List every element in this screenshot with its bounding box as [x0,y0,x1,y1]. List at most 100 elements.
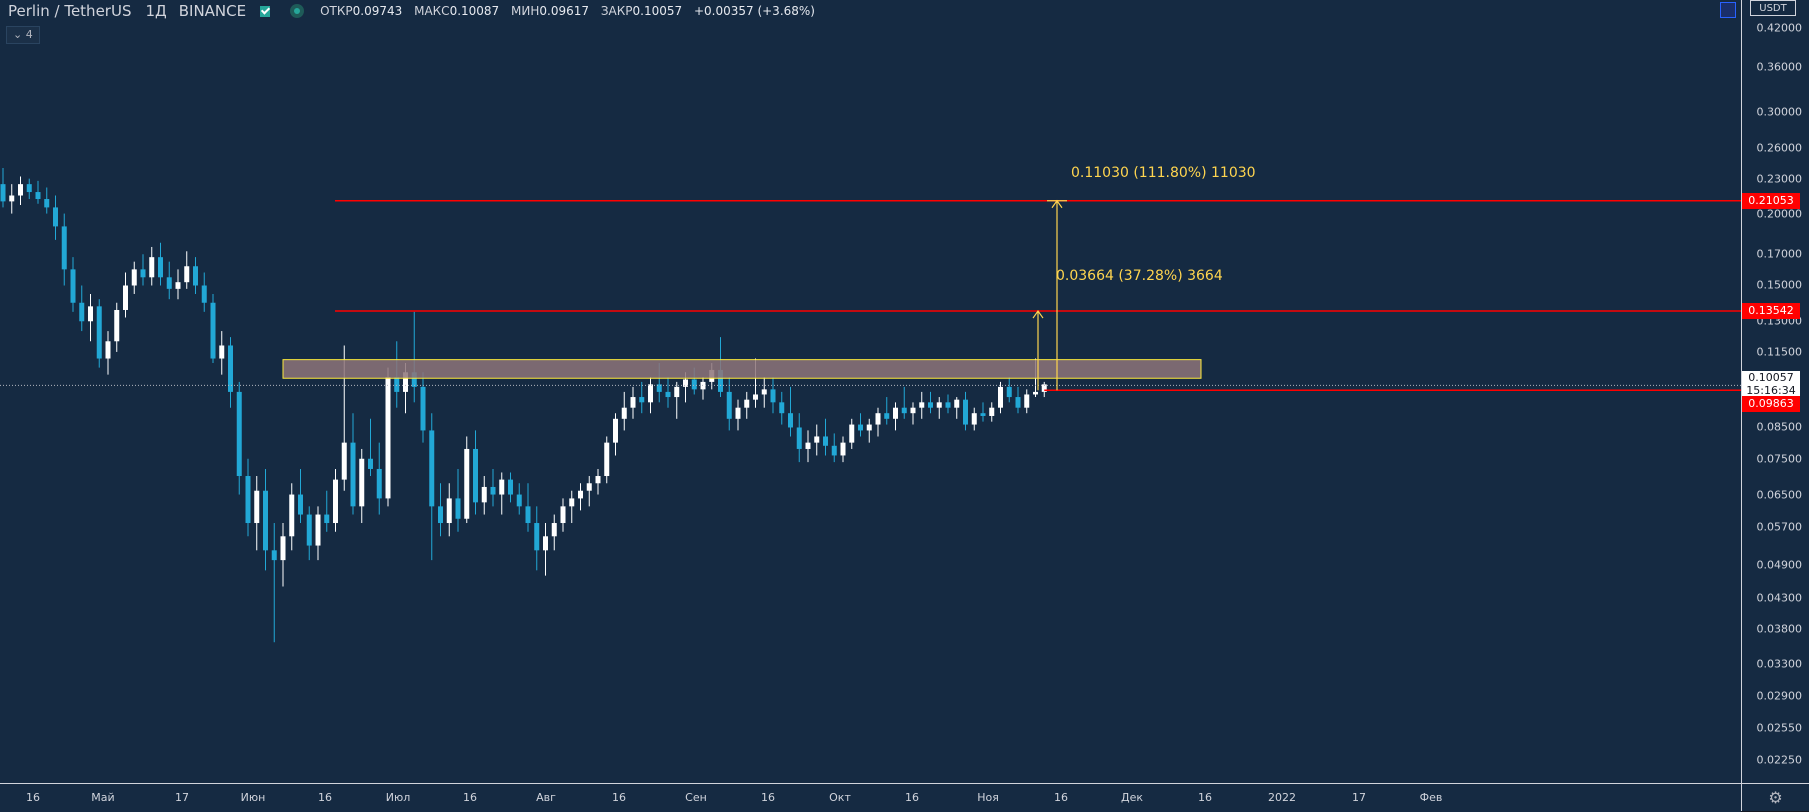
candle-body [166,277,172,289]
measure-arrow-lower-head [1032,310,1044,319]
candle-body [88,306,93,322]
candle-body [333,479,338,524]
candle-body [411,372,417,387]
candle-body [718,369,723,392]
candle-body [464,448,470,519]
price-tick-label: 0.04300 [1756,591,1803,605]
candle-body [1015,397,1021,408]
price-tick-label: 0.05700 [1756,520,1803,534]
candle-body [123,285,128,310]
candle-body [236,391,242,477]
candle-body [140,269,146,278]
currency-label[interactable]: USDT [1750,0,1796,16]
candle-body [796,427,802,449]
price-tick-label: 0.15000 [1756,278,1803,292]
candle-body [665,391,671,398]
time-tick-label: 17 [1352,791,1366,804]
price-tick-label: 0.02250 [1756,753,1803,767]
candle-body [936,402,942,408]
candle-body [446,498,452,524]
candle-body [184,266,190,283]
candle-body [604,442,610,477]
candle-body [613,418,618,443]
candle-body [499,479,505,495]
time-tick-label: 16 [761,791,775,804]
candle-body [26,184,32,193]
candle-body [53,207,58,227]
candle-body [893,407,898,419]
candle-body [735,407,741,419]
candle-body [1041,384,1047,392]
candle-body [385,377,391,499]
candle-body [131,269,137,286]
candle-body [779,402,785,414]
candle-body [44,199,50,208]
time-tick-label: Дек [1120,791,1144,804]
candle-body [280,536,286,561]
time-tick-label: Июн [240,791,266,804]
candle-body [726,391,732,419]
candle-body [753,394,758,400]
candle-body [963,399,968,425]
candle-body [306,514,312,546]
candle-body [359,458,365,507]
settings-gear-icon[interactable]: ⚙ [1741,783,1809,811]
candle-body [114,309,120,342]
high-label: МАКС [414,4,450,18]
price-tick-label: 0.36000 [1756,60,1803,74]
resistance-zone [282,359,1202,379]
price-tick-label: 0.02550 [1756,721,1803,735]
candle-body [341,442,347,480]
price-tick-label: 0.08500 [1756,420,1803,434]
time-tick-label: Ноя [977,791,999,804]
time-tick-label: 16 [318,791,332,804]
candle-body [954,399,960,408]
candle-body [210,302,216,359]
candle-body [271,550,277,561]
candle-body [534,523,540,551]
candle-body [368,458,373,469]
candle-body [315,514,321,546]
exchange-label: BINANCE [178,2,247,20]
low-value: 0.09617 [539,4,589,18]
time-tick-label: 17 [175,791,189,804]
candle-body [674,386,680,398]
candle-body [18,184,23,196]
change-value: +0.00357 (+3.68%) [693,4,815,18]
candle-body [245,476,251,524]
price-tick-label: 0.03300 [1756,657,1803,671]
candle-body [928,402,933,408]
candle-body [350,442,356,507]
candle-body [823,436,828,446]
price-tick-label: 0.30000 [1756,105,1803,119]
time-tick-label: 2022 [1268,791,1296,804]
legend-toggle-button[interactable]: ⌄ 4 [6,26,40,44]
interval-label[interactable]: 1Д [145,2,167,20]
candle-body [945,402,951,408]
time-axis[interactable]: 16 Май 17 Июн 16 Июл 16 Авг 16 Сен 16 Окт 16 Ноя 16 Дек… [0,783,1741,812]
candle-body [201,285,207,303]
candle-body [298,494,303,515]
price-tick-label: 0.20000 [1756,207,1803,221]
flag-icon[interactable] [260,5,271,17]
candle-body [971,413,977,425]
price-tick-label: 0.06500 [1756,488,1803,502]
candle-body [490,486,496,495]
chart-corner-button[interactable] [1720,2,1736,18]
market-status-icon[interactable] [290,4,305,18]
candle-body [9,195,15,202]
price-plot[interactable] [0,0,1741,783]
candle-body [831,445,837,456]
candle-body [875,413,881,425]
price-tag-level-mid: 0.13542 [1742,303,1800,320]
candle-body [438,506,443,524]
candle-body [621,407,627,419]
symbol-name[interactable]: Perlin / TetherUS [8,2,132,20]
candle-body [560,506,566,524]
candle-body [586,483,592,491]
candle-body [691,379,697,390]
candle-body [96,306,102,359]
candle-body [254,490,260,524]
symbol-header: Perlin / TetherUS 1Д BINANCE ОТКР0.09743… [0,0,1740,22]
